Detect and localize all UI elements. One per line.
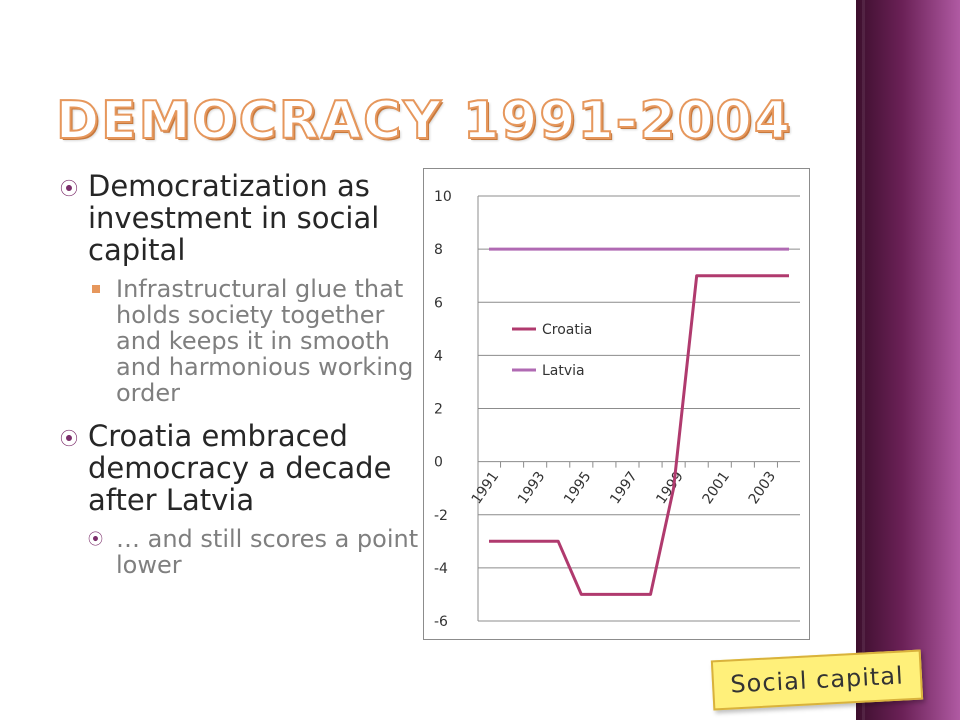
bullet-1: ⦿ Democratization as investment in socia… [60, 170, 420, 266]
bullet-square-icon [92, 285, 100, 293]
y-tick-label: -2 [434, 508, 448, 524]
bullet-list: ⦿ Democratization as investment in socia… [60, 170, 420, 592]
legend-label: Croatia [542, 322, 592, 338]
x-tick-label: 2003 [746, 469, 780, 507]
x-tick-label: 1993 [515, 469, 549, 507]
x-tick-label: 1997 [607, 469, 641, 507]
y-tick-label: 2 [434, 402, 443, 418]
y-tick-label: -4 [434, 561, 448, 577]
sub-bullet-1: Infrastructural glue that holds society … [60, 276, 420, 406]
x-tick-label: 2001 [699, 469, 733, 507]
x-tick-label: 1995 [561, 469, 595, 507]
y-tick-label: 8 [434, 242, 443, 258]
y-tick-label: 4 [434, 348, 443, 364]
bullet-2: ⦿ Croatia embraced democracy a decade af… [60, 420, 420, 516]
bullet-2-text: Croatia embraced democracy a decade afte… [88, 419, 392, 517]
sub-bullet-2: ⦿ … and still scores a point lower [60, 526, 420, 578]
bullet-target-icon: ⦿ [60, 429, 78, 450]
y-tick-label: -6 [434, 614, 448, 630]
bullet-1-text: Democratization as investment in social … [88, 169, 380, 267]
sub-bullet-2-text: … and still scores a point lower [116, 525, 419, 579]
sub-bullet-1-text: Infrastructural glue that holds society … [116, 275, 414, 407]
slide-title: DEMOCRACY 1991-2004 [55, 91, 793, 151]
y-tick-label: 10 [434, 189, 452, 205]
legend-label: Latvia [542, 363, 585, 379]
x-tick-label: 1991 [469, 469, 503, 507]
bullet-target-icon: ⦿ [60, 179, 78, 200]
series-line-croatia [489, 274, 789, 596]
y-tick-label: 0 [434, 455, 443, 471]
y-tick-label: 6 [434, 295, 443, 311]
line-chart: 10 8 6 4 2 0 -2 -4 -6 1991 1993 1995 1997 1999 2001 200… [423, 168, 810, 640]
decorative-side-panel [856, 0, 960, 720]
bullet-target-icon: ⦿ [88, 530, 104, 548]
